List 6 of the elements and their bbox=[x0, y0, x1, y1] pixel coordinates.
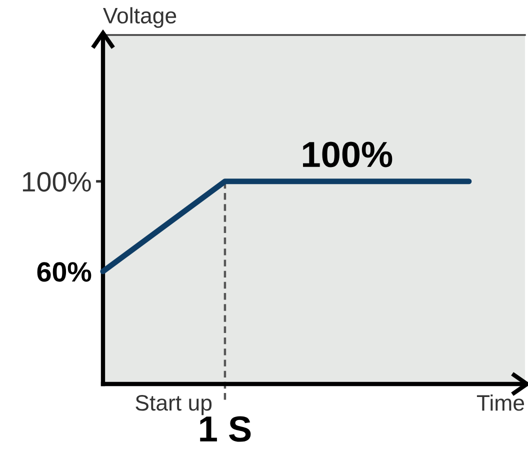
data-label: 100% bbox=[303, 142, 392, 168]
text: Start up bbox=[136, 395, 212, 416]
y-tick-label: 60% bbox=[37, 262, 92, 282]
y-axis-title: Voltage bbox=[103, 7, 176, 28]
x-tick-label: 1 S bbox=[200, 416, 251, 442]
x-axis-title: Time bbox=[476, 394, 524, 411]
